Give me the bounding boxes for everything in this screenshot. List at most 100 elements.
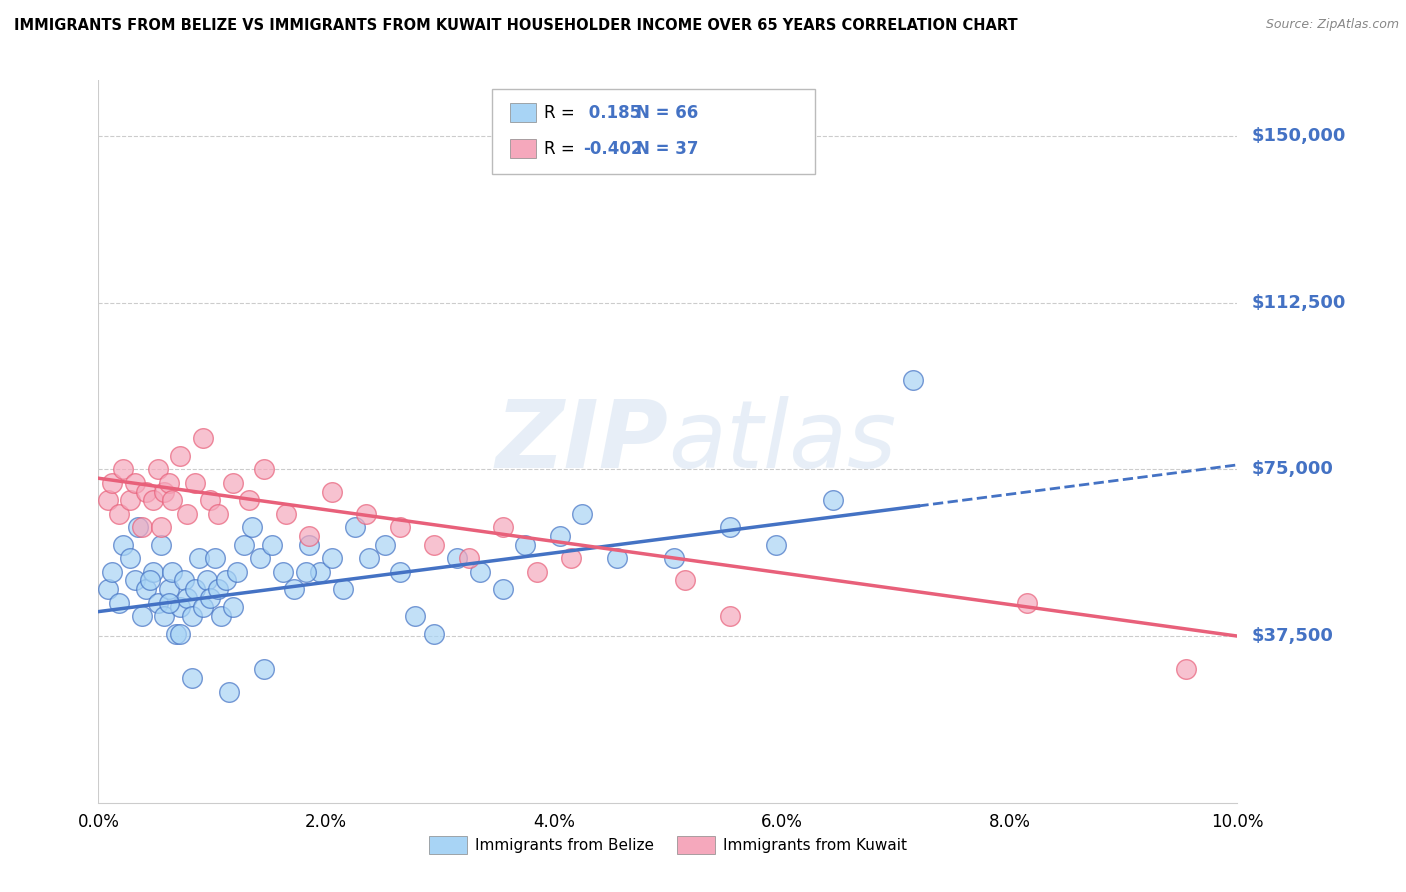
- Point: [294, 565, 316, 579]
- Point: [901, 373, 924, 387]
- Point: [218, 684, 240, 698]
- Point: [298, 538, 321, 552]
- Text: Source: ZipAtlas.com: Source: ZipAtlas.com: [1265, 18, 1399, 31]
- Point: [198, 591, 221, 606]
- Point: [165, 627, 187, 641]
- Point: [135, 582, 157, 597]
- Point: [198, 493, 221, 508]
- Point: [150, 538, 173, 552]
- Point: [162, 565, 184, 579]
- Point: [252, 662, 274, 676]
- Point: [354, 507, 377, 521]
- Legend: Immigrants from Belize, Immigrants from Kuwait: Immigrants from Belize, Immigrants from …: [423, 830, 912, 860]
- Point: [606, 551, 628, 566]
- Point: [389, 565, 412, 579]
- Point: [96, 493, 118, 508]
- Point: [404, 609, 426, 624]
- Point: [157, 596, 180, 610]
- Point: [215, 574, 238, 588]
- Point: [423, 538, 446, 552]
- Point: [446, 551, 468, 566]
- Point: [173, 574, 195, 588]
- Point: [298, 529, 321, 543]
- Point: [135, 484, 157, 499]
- Point: [124, 574, 146, 588]
- Point: [112, 538, 135, 552]
- Point: [120, 493, 142, 508]
- Point: [374, 538, 396, 552]
- Point: [153, 609, 176, 624]
- Point: [204, 551, 226, 566]
- Point: [162, 493, 184, 508]
- Point: [96, 582, 118, 597]
- Point: [193, 600, 215, 615]
- Point: [146, 462, 169, 476]
- Text: ZIP: ZIP: [495, 395, 668, 488]
- Point: [176, 591, 198, 606]
- Point: [321, 484, 343, 499]
- Point: [184, 475, 207, 490]
- Point: [526, 565, 548, 579]
- Point: [515, 538, 537, 552]
- Point: [673, 574, 696, 588]
- Point: [457, 551, 479, 566]
- Text: $112,500: $112,500: [1251, 293, 1346, 311]
- Point: [124, 475, 146, 490]
- Point: [548, 529, 571, 543]
- Point: [249, 551, 271, 566]
- Point: [222, 475, 245, 490]
- Point: [180, 609, 202, 624]
- Text: R =: R =: [544, 140, 581, 158]
- Text: atlas: atlas: [668, 396, 896, 487]
- Text: -0.402: -0.402: [583, 140, 643, 158]
- Point: [571, 507, 593, 521]
- Point: [180, 671, 202, 685]
- Point: [195, 574, 218, 588]
- Point: [207, 507, 229, 521]
- Point: [131, 609, 153, 624]
- Point: [184, 582, 207, 597]
- Point: [169, 449, 191, 463]
- Point: [321, 551, 343, 566]
- Point: [765, 538, 787, 552]
- Point: [283, 582, 305, 597]
- Point: [209, 609, 232, 624]
- Point: [146, 596, 169, 610]
- Point: [332, 582, 354, 597]
- Text: N = 37: N = 37: [636, 140, 697, 158]
- Point: [240, 520, 263, 534]
- Point: [226, 565, 249, 579]
- Point: [492, 520, 515, 534]
- Point: [142, 565, 165, 579]
- Point: [271, 565, 294, 579]
- Point: [153, 484, 176, 499]
- Point: [176, 507, 198, 521]
- Text: $37,500: $37,500: [1251, 627, 1333, 645]
- Point: [138, 574, 160, 588]
- Point: [389, 520, 412, 534]
- Point: [169, 627, 191, 641]
- Point: [238, 493, 260, 508]
- Point: [108, 596, 131, 610]
- Point: [157, 582, 180, 597]
- Point: [120, 551, 142, 566]
- Point: [127, 520, 149, 534]
- Point: [720, 520, 742, 534]
- Point: [359, 551, 381, 566]
- Point: [276, 507, 298, 521]
- Point: [1175, 662, 1198, 676]
- Point: [157, 475, 180, 490]
- Point: [260, 538, 283, 552]
- Point: [187, 551, 209, 566]
- Text: IMMIGRANTS FROM BELIZE VS IMMIGRANTS FROM KUWAIT HOUSEHOLDER INCOME OVER 65 YEAR: IMMIGRANTS FROM BELIZE VS IMMIGRANTS FRO…: [14, 18, 1018, 33]
- Point: [101, 475, 124, 490]
- Point: [1015, 596, 1038, 610]
- Point: [131, 520, 153, 534]
- Point: [101, 565, 124, 579]
- Point: [142, 493, 165, 508]
- Point: [150, 520, 173, 534]
- Point: [233, 538, 256, 552]
- Point: [222, 600, 245, 615]
- Point: [108, 507, 131, 521]
- Point: [309, 565, 332, 579]
